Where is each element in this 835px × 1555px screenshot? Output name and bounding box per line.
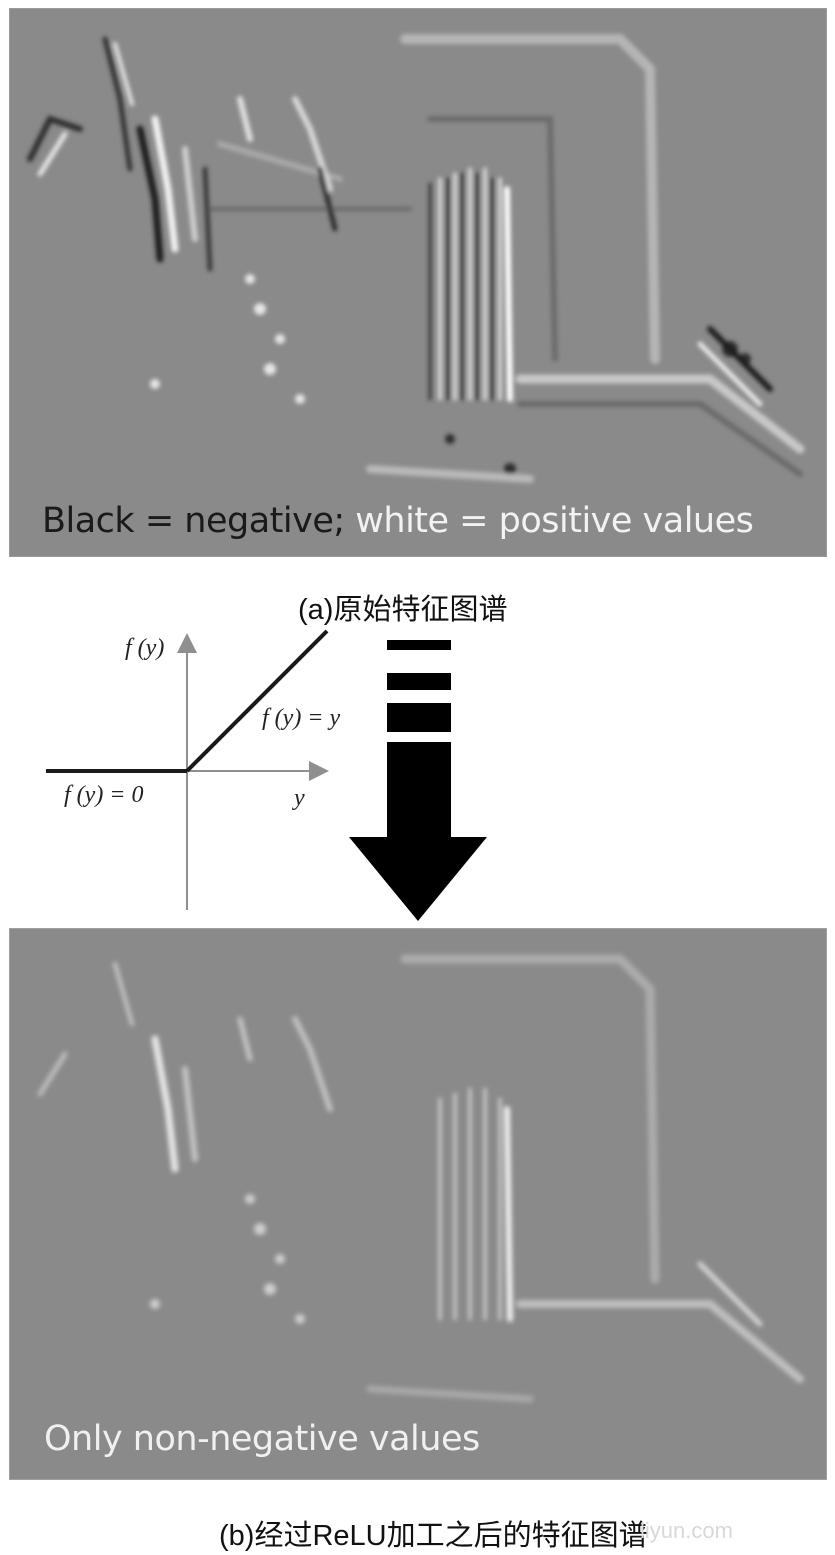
relu-zero-label: f (y) = 0	[64, 782, 144, 808]
down-arrow-icon	[349, 640, 487, 921]
original-feature-map: Black = negative; white = positive value…	[9, 8, 827, 557]
relu-identity-segment	[185, 629, 329, 773]
caption-a: (a)原始特征图谱	[298, 594, 508, 626]
caption-b: (b)经过ReLU加工之后的特征图谱	[219, 1520, 648, 1552]
original-feature-map-image	[10, 9, 826, 556]
overlay-white-text: white = positive values	[344, 501, 754, 541]
relu-function-plot: f (y) y f (y) = y f (y) = 0	[46, 629, 340, 910]
overlay-black-text: Black = negative;	[42, 501, 345, 541]
relu-feature-map: Only non-negative values	[9, 928, 827, 1480]
watermark: liyun.com	[640, 1518, 733, 1543]
relu-identity-label: f (y) = y	[262, 705, 340, 731]
panel-b-overlay: Only non-negative values	[44, 1419, 480, 1459]
x-axis-label: y	[292, 785, 305, 811]
y-axis-label: f (y)	[125, 635, 164, 661]
relu-feature-map-image	[10, 929, 826, 1479]
panel-a-overlay: Black = negative; white = positive value…	[42, 501, 754, 541]
